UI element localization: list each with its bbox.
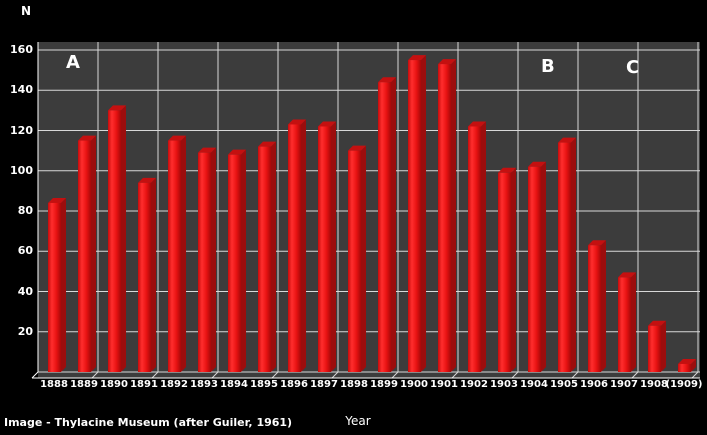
x-tick-label: 1892 xyxy=(160,379,188,390)
y-tick-label: 120 xyxy=(10,123,33,137)
x-tick-label: 1891 xyxy=(130,379,158,390)
x-tick-label: 1897 xyxy=(310,379,338,390)
x-tick-label: 1889 xyxy=(70,379,98,390)
caption: Image - Thylacine Museum (after Guiler, … xyxy=(4,416,293,429)
annotation-a: A xyxy=(66,52,80,73)
x-tick-label: 1902 xyxy=(460,379,488,390)
y-tick-label: 60 xyxy=(17,244,33,258)
x-tick-label: 1899 xyxy=(370,379,398,390)
y-tick-label: 80 xyxy=(17,204,33,217)
x-tick-label: 1898 xyxy=(340,379,368,390)
x-axis-title: Year xyxy=(345,414,371,428)
x-tick-label: (1909) xyxy=(665,379,703,390)
x-tick-label: 1894 xyxy=(220,379,248,390)
x-tick-label: 1890 xyxy=(100,379,128,390)
x-tick-label: 1896 xyxy=(280,379,308,390)
annotation-b: B xyxy=(541,56,555,77)
x-tick-label: 1900 xyxy=(400,379,428,390)
x-tick-label: 1901 xyxy=(430,379,458,390)
x-tick-label: 1908 xyxy=(640,379,668,390)
x-tick-label: 1903 xyxy=(490,379,518,390)
x-tick-label: 1905 xyxy=(550,379,578,390)
x-tick-label: 1907 xyxy=(610,379,638,390)
y-axis-title: N xyxy=(21,4,32,18)
x-tick-label: 1895 xyxy=(250,379,278,390)
x-tick-label: 1904 xyxy=(520,379,548,390)
y-tick-label: 140 xyxy=(10,83,33,97)
y-tick-label: 160 xyxy=(10,43,33,56)
x-tick-label: 1888 xyxy=(40,379,68,390)
y-tick-label: 100 xyxy=(10,163,33,177)
x-tick-label: 1893 xyxy=(190,379,218,390)
annotation-c: C xyxy=(626,57,640,78)
y-tick-label: 40 xyxy=(17,284,33,298)
x-tick-label: 1906 xyxy=(580,379,608,390)
y-tick-label: 20 xyxy=(17,324,33,338)
